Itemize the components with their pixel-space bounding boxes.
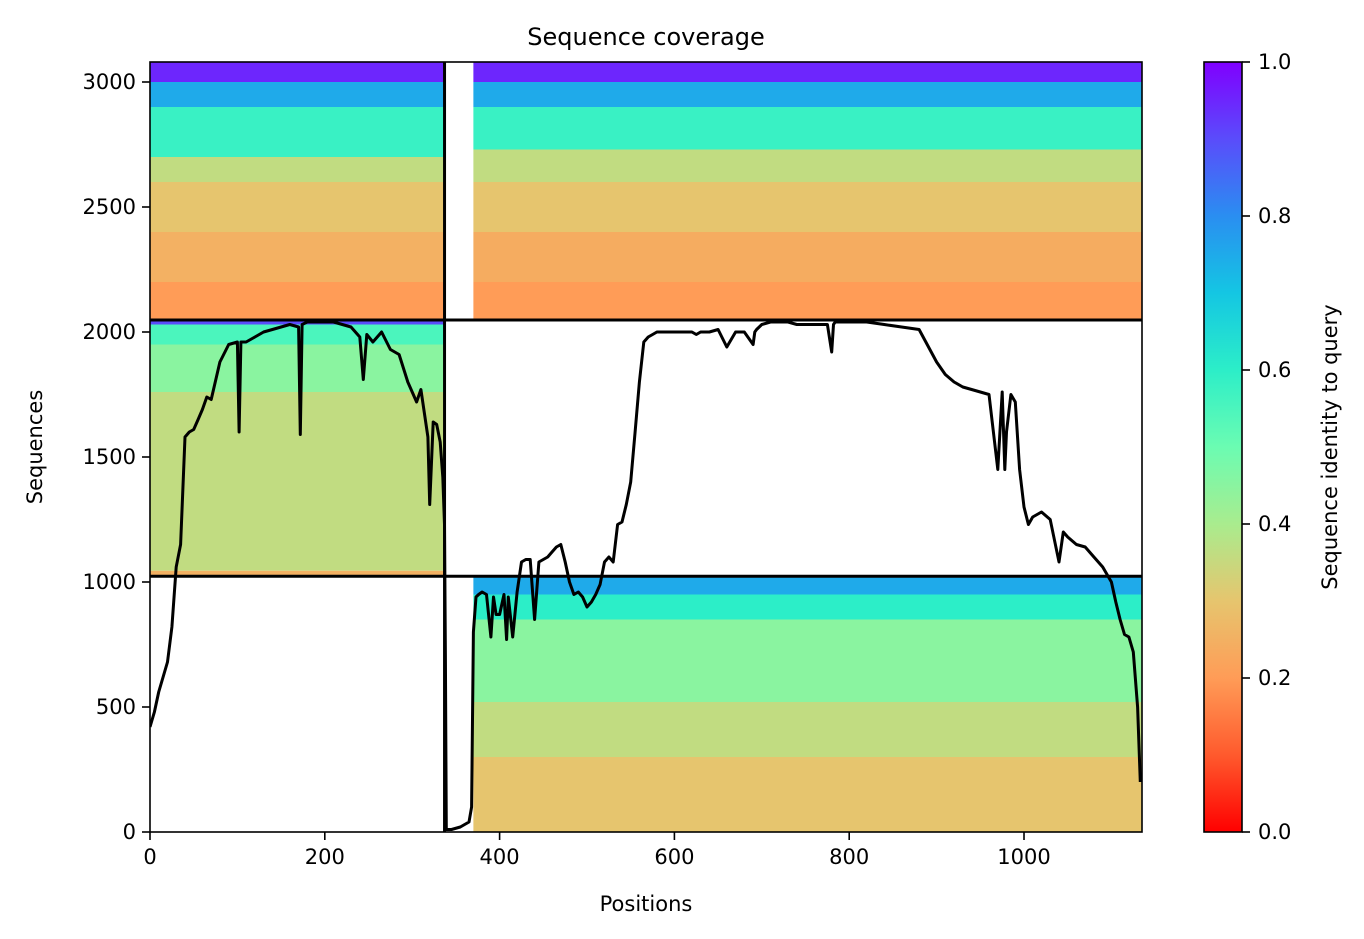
colorbar-tick-label: 0.4: [1258, 512, 1291, 536]
y-tick-label: 1500: [83, 445, 136, 469]
x-tick-label: 400: [480, 845, 520, 869]
colorbar-tick-label: 0.6: [1258, 358, 1291, 382]
identity-band: [473, 182, 1142, 232]
colorbar-tick-label: 0.2: [1258, 666, 1291, 690]
identity-band: [473, 62, 1142, 82]
x-axis-ticks: 0 200 400 600 800 1000: [143, 832, 1051, 869]
block-upper-right: [473, 62, 1142, 320]
identity-band: [150, 62, 445, 82]
y-axis-ticks: 0 500 1000 1500 2000 2500 3000: [83, 70, 150, 844]
y-tick-label: 0: [123, 820, 136, 844]
identity-band: [150, 182, 445, 232]
chart-title: Sequence coverage: [527, 23, 764, 51]
colorbar-tick-label: 1.0: [1258, 50, 1291, 74]
alignment-heatmap: [150, 62, 1142, 832]
identity-band: [473, 232, 1142, 282]
identity-band: [473, 576, 1142, 595]
colorbar: [1203, 61, 1243, 833]
y-tick-label: 2000: [83, 320, 136, 344]
x-tick-label: 800: [829, 845, 869, 869]
identity-band: [150, 282, 445, 320]
identity-band: [473, 107, 1142, 150]
identity-band: [150, 570, 445, 577]
colorbar-ticks: 0.0 0.2 0.4 0.6 0.8 1.0: [1242, 50, 1291, 844]
identity-band: [473, 619, 1142, 702]
colorbar-tick-label: 0.0: [1258, 820, 1291, 844]
y-tick-label: 2500: [83, 195, 136, 219]
y-tick-label: 500: [96, 695, 136, 719]
block-lower-right: [473, 576, 1142, 832]
coverage-line: [150, 320, 1142, 831]
identity-band: [150, 392, 445, 571]
y-tick-label: 1000: [83, 570, 136, 594]
identity-band: [473, 282, 1142, 320]
colorbar-title: Sequence identity to query: [1318, 304, 1342, 589]
coverage-line-layer: [150, 320, 1142, 831]
identity-band: [150, 232, 445, 282]
x-tick-label: 600: [654, 845, 694, 869]
identity-band: [150, 107, 445, 157]
y-tick-label: 3000: [83, 70, 136, 94]
y-axis-title: Sequences: [23, 390, 47, 505]
identity-band: [473, 594, 1142, 620]
identity-band: [473, 702, 1142, 757]
x-tick-label: 200: [305, 845, 345, 869]
x-tick-label: 0: [143, 845, 156, 869]
identity-band: [473, 149, 1142, 182]
plot-frame: [149, 61, 1143, 833]
identity-band: [150, 344, 445, 392]
block-upper-left: [150, 62, 445, 320]
x-tick-label: 1000: [997, 845, 1050, 869]
block-middle-left: [150, 320, 445, 577]
x-axis-title: Positions: [600, 892, 693, 916]
colorbar-tick-label: 0.8: [1258, 204, 1291, 228]
identity-band: [150, 157, 445, 182]
identity-band: [473, 757, 1142, 832]
identity-band: [150, 82, 445, 107]
identity-band: [150, 320, 445, 325]
identity-band: [473, 82, 1142, 107]
